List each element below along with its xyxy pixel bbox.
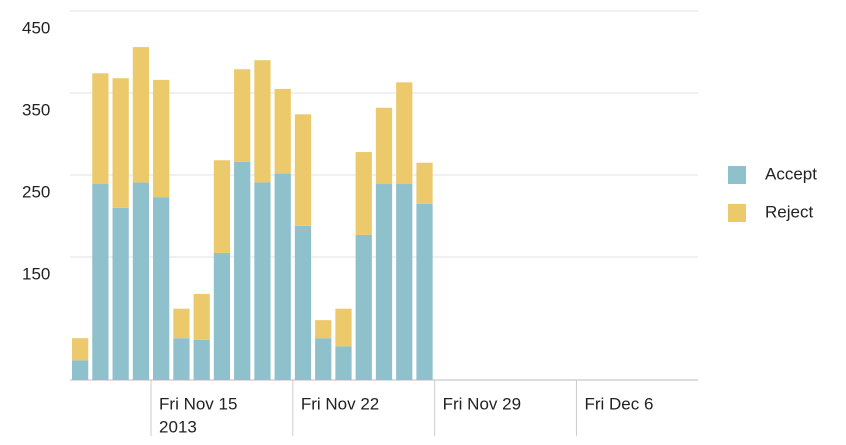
bar-segment bbox=[72, 360, 89, 380]
bar-segment bbox=[315, 338, 332, 380]
bar-segment bbox=[92, 73, 109, 185]
bar-segment bbox=[234, 69, 251, 162]
bar-segment bbox=[173, 308, 190, 339]
bar-segment bbox=[153, 197, 170, 380]
bar-segment bbox=[315, 320, 332, 339]
bar-segment bbox=[335, 346, 352, 380]
x-tick-label: Fri Dec 6 bbox=[584, 394, 653, 413]
bar-segment bbox=[132, 47, 150, 183]
legend-swatch bbox=[728, 204, 746, 222]
bar-segment bbox=[213, 160, 231, 253]
legend-label: Accept bbox=[765, 164, 817, 183]
legend-label: Reject bbox=[765, 202, 813, 221]
bar-segment bbox=[294, 114, 312, 226]
x-tick-label: Fri Nov 29 bbox=[443, 394, 521, 413]
bar-segment bbox=[153, 79, 170, 198]
bar-segment bbox=[132, 182, 150, 380]
y-tick-label: 250 bbox=[22, 182, 50, 201]
bar-segment bbox=[274, 173, 291, 380]
bar-segment bbox=[375, 107, 393, 185]
bar-segment bbox=[335, 308, 352, 347]
legend-swatch bbox=[728, 166, 746, 184]
bar-segment bbox=[254, 182, 271, 380]
bar-segment bbox=[274, 88, 291, 174]
bar-segment bbox=[416, 203, 433, 380]
bar-segment bbox=[112, 207, 129, 380]
y-tick-label: 450 bbox=[22, 18, 50, 37]
bar-segment bbox=[355, 152, 372, 235]
x-tick-label: Fri Nov 22 bbox=[301, 394, 379, 413]
bar-segment bbox=[375, 184, 393, 380]
bar-segment bbox=[112, 78, 129, 208]
bar-segment bbox=[294, 225, 312, 380]
bar-segment bbox=[416, 162, 433, 204]
bar-segment bbox=[92, 184, 109, 380]
bar-segment bbox=[355, 234, 372, 380]
bar-segment bbox=[72, 338, 89, 361]
bar-segment bbox=[213, 252, 231, 380]
bar-segment bbox=[193, 339, 210, 380]
bar-segment bbox=[254, 60, 271, 183]
x-sublabel: 2013 bbox=[159, 417, 197, 436]
bar-segment bbox=[234, 161, 251, 380]
bar-segment bbox=[173, 338, 190, 380]
bar-segment bbox=[193, 293, 210, 340]
bar-segment bbox=[396, 184, 413, 380]
bar-segment bbox=[396, 82, 413, 185]
y-tick-label: 350 bbox=[22, 100, 50, 119]
y-tick-label: 150 bbox=[22, 264, 50, 283]
x-tick-label: Fri Nov 15 bbox=[159, 394, 237, 413]
